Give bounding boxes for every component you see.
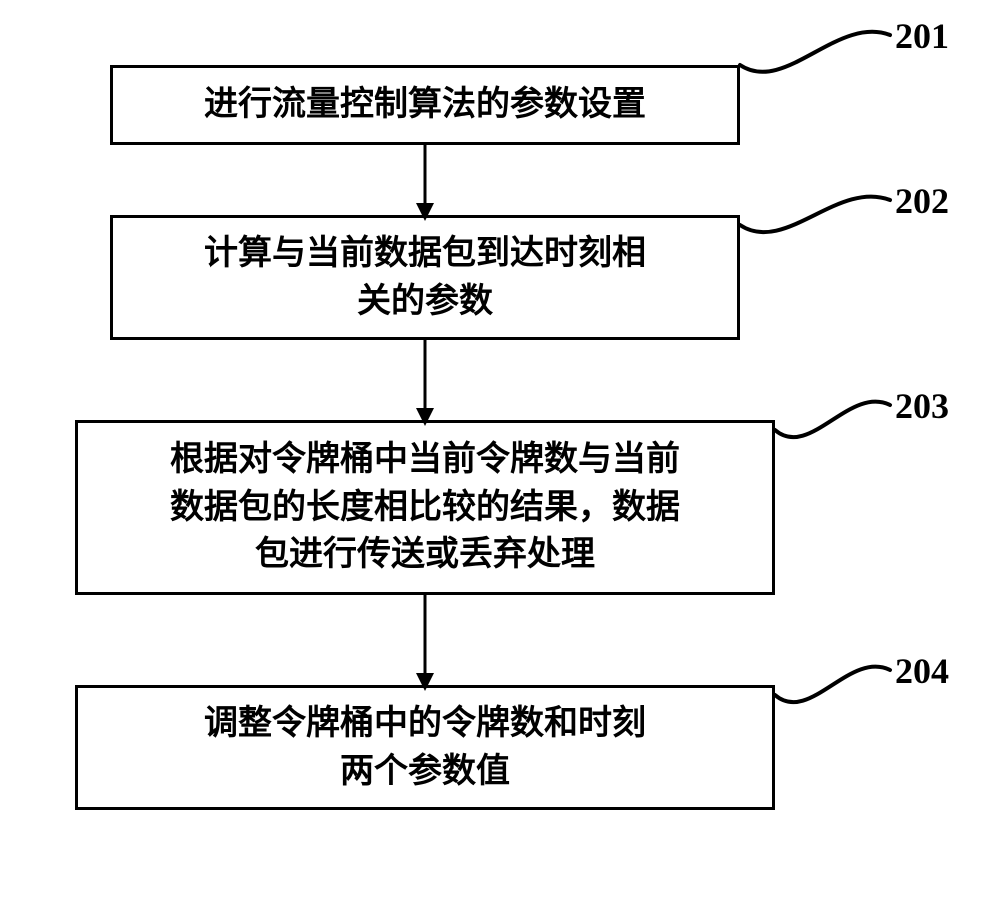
- flow-node-2-line-1: 关的参数: [204, 278, 646, 326]
- flow-node-2-line-0: 计算与当前数据包到达时刻相: [204, 230, 646, 278]
- flow-node-3-line-1: 数据包的长度相比较的结果，数据: [170, 484, 680, 532]
- flow-node-2: 计算与当前数据包到达时刻相 关的参数: [110, 215, 740, 340]
- step-label-203: 203: [895, 385, 949, 427]
- flowchart-canvas: 进行流量控制算法的参数设置 计算与当前数据包到达时刻相 关的参数 根据对令牌桶中…: [0, 0, 993, 914]
- step-label-202: 202: [895, 180, 949, 222]
- flow-node-4: 调整令牌桶中的令牌数和时刻 两个参数值: [75, 685, 775, 810]
- flow-node-3-line-0: 根据对令牌桶中当前令牌数与当前: [170, 436, 680, 484]
- step-label-204: 204: [895, 650, 949, 692]
- flow-node-3: 根据对令牌桶中当前令牌数与当前 数据包的长度相比较的结果，数据 包进行传送或丢弃…: [75, 420, 775, 595]
- flow-node-1-line-0: 进行流量控制算法的参数设置: [204, 81, 646, 129]
- flow-node-3-line-2: 包进行传送或丢弃处理: [170, 531, 680, 579]
- step-label-201: 201: [895, 15, 949, 57]
- flow-node-1: 进行流量控制算法的参数设置: [110, 65, 740, 145]
- flow-node-4-line-1: 两个参数值: [204, 748, 646, 796]
- flow-node-4-line-0: 调整令牌桶中的令牌数和时刻: [204, 700, 646, 748]
